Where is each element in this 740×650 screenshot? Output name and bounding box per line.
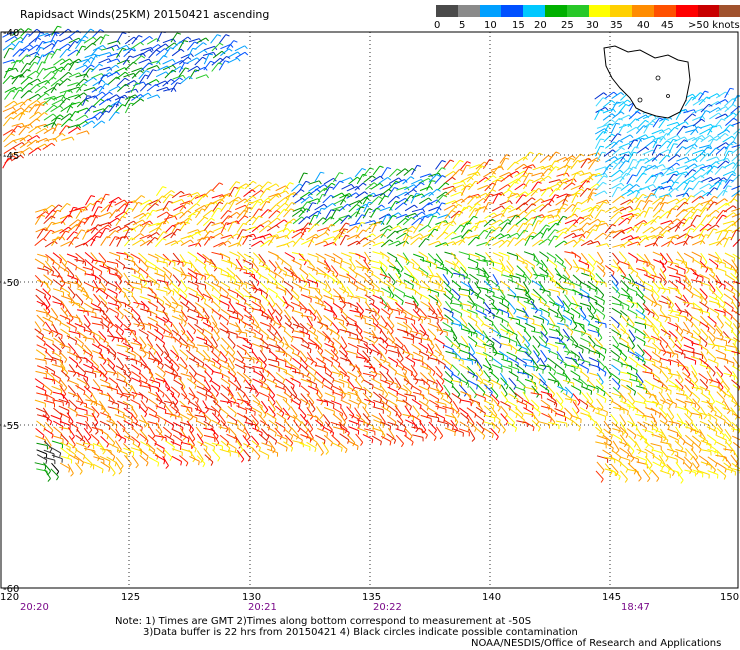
legend-swatch bbox=[719, 5, 740, 17]
note-line-1: Note: 1) Times are GMT 2)Times along bot… bbox=[115, 616, 532, 627]
lon-tick-label: 120 bbox=[0, 592, 19, 603]
lon-tick-label: 140 bbox=[482, 592, 501, 603]
legend-tick: 45 bbox=[661, 20, 674, 31]
legend-swatch bbox=[436, 5, 458, 17]
legend-swatch bbox=[501, 5, 524, 17]
lon-tick-label: 135 bbox=[362, 592, 381, 603]
lat-tick-label: -40 bbox=[3, 28, 19, 39]
legend-swatch bbox=[632, 5, 654, 17]
legend-tick: 10 bbox=[484, 20, 497, 31]
legend-swatch bbox=[653, 5, 676, 17]
legend-tick-labels: 0 5 10 15 20 25 30 35 40 45 >50 knots bbox=[434, 20, 740, 32]
legend-swatch bbox=[610, 5, 633, 17]
legend-tick: 25 bbox=[561, 20, 574, 31]
map-border bbox=[0, 31, 739, 589]
wind-barbs-layer bbox=[2, 25, 740, 484]
pass-time-label: 20:22 bbox=[373, 602, 402, 613]
legend-swatch bbox=[697, 5, 720, 17]
legend-swatch bbox=[588, 5, 611, 17]
lon-tick-label: 125 bbox=[121, 592, 140, 603]
legend-tick: 35 bbox=[610, 20, 623, 31]
axis-labels: 120 125 130 135 140 145 150-40-45-50-55-6020:2… bbox=[0, 28, 739, 613]
map-title: Rapidsact Winds(25KM) 20150421 ascending bbox=[20, 8, 270, 21]
note-line-3: NOAA/NESDIS/Office of Research and Appli… bbox=[471, 638, 722, 649]
wind-speed-legend bbox=[436, 5, 740, 17]
pass-time-label: 18:47 bbox=[621, 602, 650, 613]
tasmania-coastline bbox=[603, 45, 691, 119]
lat-tick-label: -60 bbox=[3, 584, 19, 595]
pass-time-label: 20:21 bbox=[248, 602, 277, 613]
lat-tick-label: -45 bbox=[3, 151, 19, 162]
legend-tick: 40 bbox=[637, 20, 650, 31]
lon-tick-label: 150 bbox=[720, 592, 739, 603]
note-line-2: 3)Data buffer is 22 hrs from 20150421 4)… bbox=[143, 627, 578, 638]
legend-tick: >50 knots bbox=[688, 20, 740, 31]
legend-swatch bbox=[523, 5, 545, 17]
legend-tick: 20 bbox=[534, 20, 547, 31]
legend-tick: 30 bbox=[586, 20, 599, 31]
lon-tick-label: 130 bbox=[242, 592, 261, 603]
legend-tick: 0 bbox=[434, 20, 441, 31]
legend-tick: 15 bbox=[512, 20, 525, 31]
legend-swatch bbox=[566, 5, 589, 17]
legend-swatch bbox=[544, 5, 567, 17]
lat-lon-grid bbox=[0, 32, 738, 588]
lat-tick-label: -50 bbox=[3, 278, 19, 289]
lon-tick-label: 145 bbox=[602, 592, 621, 603]
pass-time-label: 20:20 bbox=[20, 602, 49, 613]
legend-swatch bbox=[457, 5, 480, 17]
legend-swatch bbox=[675, 5, 698, 17]
legend-swatch bbox=[479, 5, 502, 17]
lat-tick-label: -55 bbox=[3, 421, 19, 432]
legend-tick: 5 bbox=[459, 20, 466, 31]
